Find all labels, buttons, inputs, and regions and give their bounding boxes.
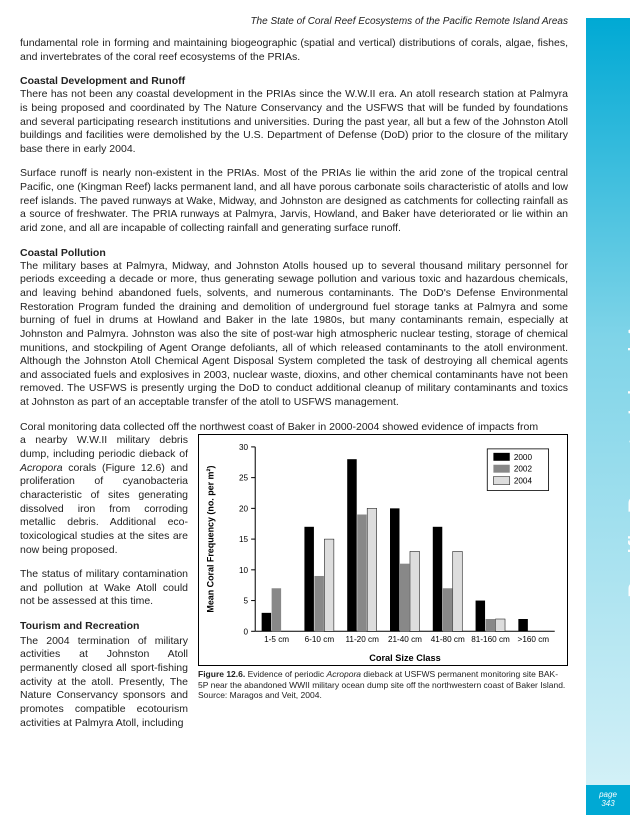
figure-12-6: 0 5 10 15 20 25 30 Mean Coral Frequency (no. pe… — [198, 434, 568, 666]
svg-text:11-20 cm: 11-20 cm — [345, 636, 379, 645]
sec1-p2: Surface runoff is nearly non-existent in… — [20, 167, 568, 235]
svg-text:>160 cm: >160 cm — [518, 636, 550, 645]
svg-text:2002: 2002 — [514, 465, 533, 474]
svg-text:25: 25 — [239, 474, 249, 483]
svg-text:Mean Coral Frequency (no. per: Mean Coral Frequency (no. per m²) — [205, 466, 215, 613]
chart-svg: 0 5 10 15 20 25 30 Mean Coral Frequency (no. pe… — [199, 435, 567, 665]
svg-text:30: 30 — [239, 443, 249, 452]
page-number: 343 — [601, 800, 614, 809]
svg-text:2000: 2000 — [514, 453, 533, 462]
section-head-coastal-pollution: Coastal Pollution — [20, 247, 568, 259]
svg-text:6-10 cm: 6-10 cm — [305, 636, 335, 645]
intro-paragraph: fundamental role in forming and maintain… — [20, 37, 568, 64]
sec2-p2: Coral monitoring data collected off the … — [20, 421, 568, 435]
side-tab: Pacific Remote Island Areas — [586, 18, 630, 815]
svg-text:1-5 cm: 1-5 cm — [264, 636, 289, 645]
side-tab-label: Pacific Remote Island Areas — [624, 272, 630, 598]
svg-text:41-80 cm: 41-80 cm — [431, 636, 465, 645]
sec2-p1: The military bases at Palmyra, Midway, a… — [20, 260, 568, 410]
svg-text:5: 5 — [244, 597, 249, 606]
svg-text:10: 10 — [239, 566, 249, 575]
svg-text:21-40 cm: 21-40 cm — [388, 636, 422, 645]
running-head: The State of Coral Reef Ecosystems of th… — [20, 16, 568, 27]
left-p2: The status of military contamination and… — [20, 568, 188, 609]
svg-text:15: 15 — [239, 536, 249, 545]
figure-caption: Figure 12.6. Evidence of periodic Acropo… — [198, 669, 568, 700]
svg-text:2004: 2004 — [514, 477, 533, 486]
section-head-tourism: Tourism and Recreation — [20, 620, 188, 634]
svg-text:81-160 cm: 81-160 cm — [471, 636, 510, 645]
right-column: 0 5 10 15 20 25 30 Mean Coral Frequency (no. pe… — [198, 434, 568, 730]
page-number-box: page 343 — [586, 785, 630, 815]
two-column-region: a nearby W.W.II military debris dump, in… — [20, 434, 568, 730]
sec1-p1: There has not been any coastal developme… — [20, 88, 568, 156]
section-head-coastal-dev: Coastal Development and Runoff — [20, 75, 568, 87]
svg-text:Coral Size Class: Coral Size Class — [369, 654, 440, 664]
left-p1: a nearby W.W.II military debris dump, in… — [20, 434, 188, 557]
page-content: The State of Coral Reef Ecosystems of th… — [0, 0, 630, 746]
sec3-p1: The 2004 termination of military activit… — [20, 635, 188, 730]
left-column: a nearby W.W.II military debris dump, in… — [20, 434, 188, 730]
svg-text:20: 20 — [239, 505, 249, 514]
svg-text:0: 0 — [244, 628, 249, 637]
